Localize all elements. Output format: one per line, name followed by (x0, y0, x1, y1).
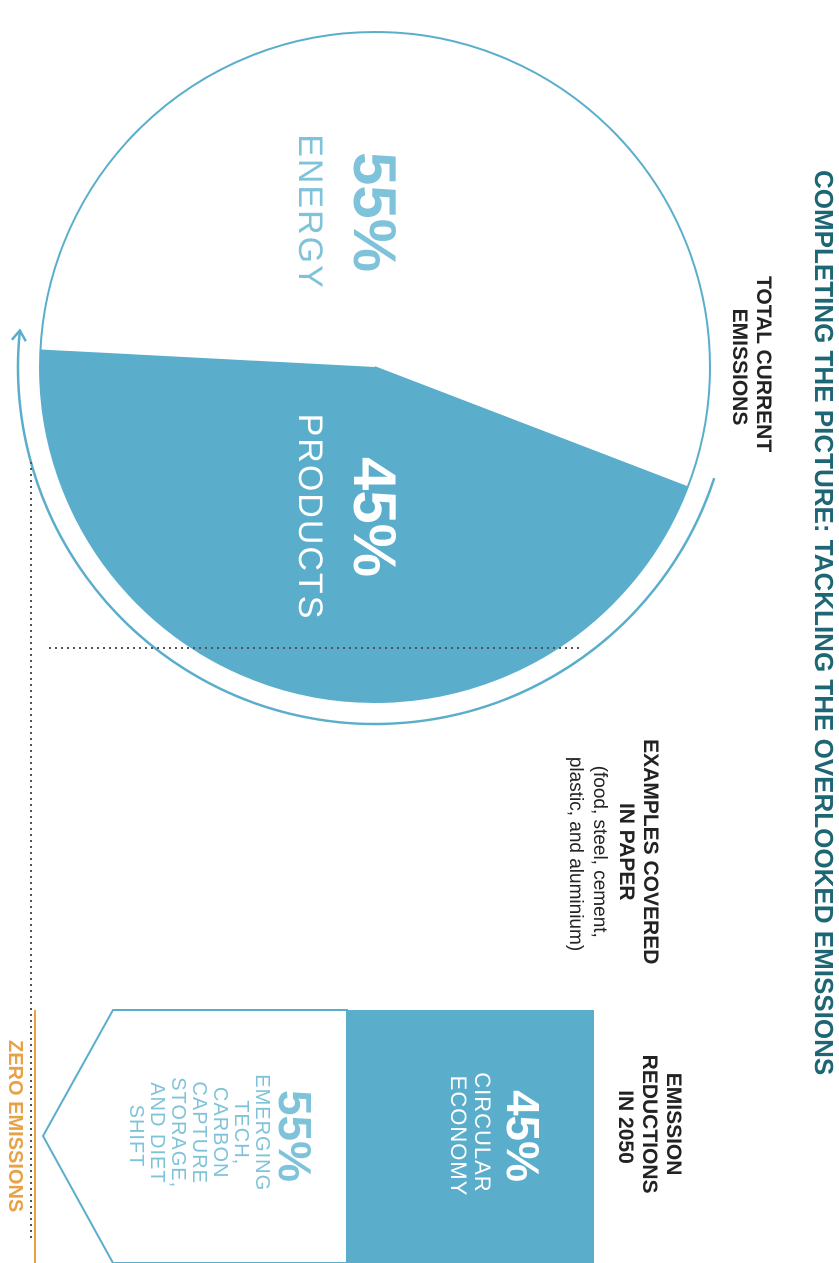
emerging-tech-segment (41, 1009, 348, 1263)
examples-text: EXAMPLES COVERED IN PAPER (food, steel, … (565, 739, 662, 969)
products-percent: 45% (341, 457, 408, 577)
emerging-tech-label-2: TECH, (230, 1100, 252, 1165)
examples-heading-1: EXAMPLES COVERED (639, 739, 662, 964)
examples-detail-1: (food, steel, cement, (589, 766, 610, 938)
reductions-label-2: REDUCTIONS (638, 1055, 661, 1194)
zero-emissions-label: ZERO EMISSIONS (4, 1040, 26, 1212)
reductions-label-3: IN 2050 (614, 1090, 637, 1164)
pie-label: TOTAL CURRENT EMISSIONS (728, 276, 775, 458)
emerging-tech-label-3: CARBON (209, 1087, 231, 1179)
emerging-tech-label-1: EMERGING (251, 1074, 273, 1191)
circular-economy-percent: 45% (497, 1090, 549, 1182)
infographic-title: COMPLETING THE PICTURE: TACKLING THE OVE… (809, 170, 839, 1075)
pie-label-line-2: EMISSIONS (728, 309, 751, 426)
pie-slice-products (40, 349, 688, 702)
products-label: PRODUCTS (291, 414, 329, 621)
pie-label-line-1: TOTAL CURRENT (752, 276, 775, 452)
pie-divider (374, 366, 689, 488)
energy-percent: 55% (341, 152, 408, 272)
circular-economy-label: CIRCULAR ECONOMY (446, 1072, 495, 1200)
circular-economy-segment (347, 1010, 594, 1263)
reductions-label: EMISSION REDUCTIONS IN 2050 (614, 1055, 685, 1200)
emerging-tech-label-5: STORAGE, (167, 1077, 189, 1188)
examples-detail-2: plastic, and aluminium) (565, 757, 586, 951)
emerging-tech-label-4: CAPTURE (188, 1081, 210, 1184)
reductions-label-1: EMISSION (662, 1073, 685, 1176)
emerging-tech-label-7: SHIFT (125, 1105, 147, 1168)
products-bracket-arc (16, 330, 716, 726)
energy-label: ENERGY (291, 134, 329, 290)
emerging-tech-label-6: AND DIET (146, 1082, 168, 1183)
circular-economy-label-2: ECONOMY (446, 1076, 471, 1197)
examples-heading-2: IN PAPER (615, 803, 638, 901)
circular-economy-label-1: CIRCULAR (470, 1072, 495, 1192)
emerging-tech-percent: 55% (269, 1090, 321, 1182)
reduction-bar: 45% CIRCULAR ECONOMY 55% EMERGING TECH, … (41, 1009, 594, 1263)
bracket-arrowhead (10, 328, 27, 342)
emissions-pie-chart: 55% ENERGY 45% PRODUCTS (39, 31, 711, 703)
emerging-tech-label: EMERGING TECH, CARBON CAPTURE STORAGE, A… (125, 1074, 273, 1197)
